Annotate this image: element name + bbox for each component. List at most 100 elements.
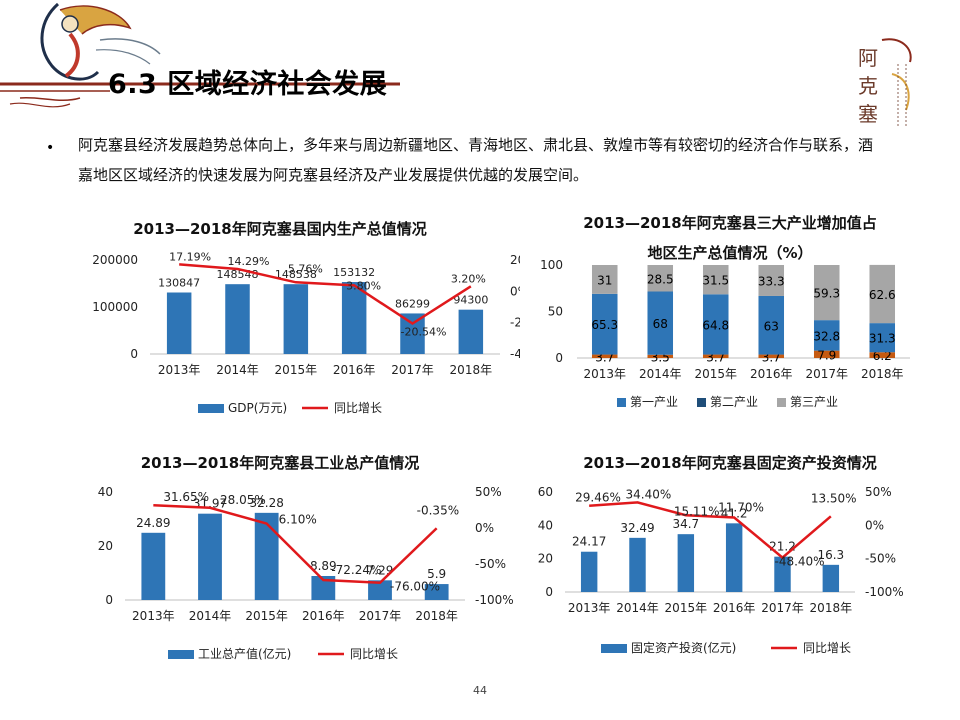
x-tick-label: 2018年: [861, 367, 904, 381]
chart-industrial-output-plot: 02040-100%-50%0%50%24.892013年31.972014年3…: [98, 485, 514, 661]
legend-label: 同比增长: [350, 647, 398, 661]
stacked-bar-segment: [813, 320, 840, 351]
line-data-label: -76.00%: [390, 580, 440, 594]
legend-label: 第一产业: [630, 395, 678, 409]
bar: [368, 580, 392, 600]
segment-data-label: 65.3: [591, 318, 618, 332]
stacked-bar-segment: [647, 265, 674, 292]
y-tick-label: 0: [545, 585, 553, 599]
bar-data-label: 8.89: [310, 559, 337, 573]
stacked-bar-segment: [758, 265, 785, 296]
y2-tick-label: -40%: [510, 347, 520, 361]
chart-fixed-investment-plot: 0 20 40 60 -100% -50% 0% 50% 24.17 2013年 32.49 2014…: [538, 485, 904, 655]
stacked-bar-segment: [813, 350, 840, 358]
logo-char: 塞: [858, 102, 878, 126]
y-tick-label: 20: [538, 552, 553, 566]
x-tick-label: 2017年: [805, 367, 848, 381]
x-tick-label: 2018年: [415, 609, 458, 623]
bar: [166, 292, 192, 354]
intro-paragraph: 阿克塞县经济发展趋势总体向上，多年来与周边新疆地区、青海地区、肃北县、敦煌市等有…: [78, 136, 874, 184]
stacked-bar-segment: [647, 354, 674, 358]
bar-data-label: 21.2: [769, 540, 796, 554]
line-data-label: -48.40%: [775, 555, 825, 569]
bar: [225, 284, 250, 354]
y-tick-label: 20: [98, 539, 113, 553]
bar: [774, 556, 791, 592]
bar: [141, 532, 166, 600]
y2-tick-label: 50%: [865, 485, 892, 499]
legend-bar-swatch: [168, 650, 194, 659]
bar: [424, 584, 449, 600]
y-tick-label: 40: [538, 518, 553, 532]
chart-title: 2013—2018年阿克塞县固定资产投资情况: [583, 454, 877, 472]
line-data-label: 3.20%: [451, 272, 486, 285]
chart-fixed-investment: 2013—2018年阿克塞县固定资产投资情况 0 20 40 60 -100% -50% 0…: [525, 450, 935, 675]
bar-data-label: 24.89: [136, 516, 170, 530]
x-tick-label: 2013年: [568, 601, 611, 615]
bullet-icon: •: [46, 140, 55, 156]
line-data-label: -72.24%: [331, 563, 381, 577]
bar-data-label: 148538: [275, 268, 317, 281]
legend-label: GDP(万元): [228, 401, 287, 415]
y-tick-label: 200000: [92, 253, 138, 267]
y-tick-label: 50: [548, 305, 563, 319]
line-data-label: -20.54%: [401, 326, 447, 339]
logo-ornament-icon: [881, 38, 912, 126]
legend-swatch: [697, 398, 706, 407]
stacked-bar-segment: [702, 294, 729, 355]
stacked-bar-segment: [591, 265, 618, 294]
stacked-bar-segment: [813, 265, 840, 321]
bar: [580, 551, 598, 592]
x-tick-label: 2016年: [713, 601, 756, 615]
y2-tick-label: -50%: [865, 552, 896, 566]
line-data-label: 34.40%: [626, 487, 672, 501]
bar: [458, 309, 484, 354]
y-tick-label: 60: [538, 485, 553, 499]
segment-data-label: 68: [653, 317, 668, 331]
line-data-label: 17.19%: [169, 250, 211, 263]
x-tick-label: 2014年: [216, 363, 259, 377]
x-tick-label: 2017年: [391, 363, 434, 377]
y-tick-label: 100000: [92, 300, 138, 314]
stacked-bar-segment: [758, 354, 785, 358]
y-tick-label: 40: [98, 485, 113, 499]
segment-data-label: 6.2: [873, 349, 892, 363]
bar-data-label: 24.17: [572, 535, 606, 549]
chart-industrial-output: 2013—2018年阿克塞县工业总产值情况 0 20 40 -100% -50% 0% 50…: [40, 450, 520, 675]
bar-data-label: 34.7: [672, 517, 699, 531]
x-tick-label: 2015年: [665, 601, 708, 615]
stacked-bar-segment: [702, 354, 729, 358]
y-tick-label: 100: [540, 258, 563, 272]
growth-line: [179, 263, 472, 326]
stacked-bar-segment: [702, 265, 729, 295]
x-tick-label: 2013年: [132, 609, 175, 623]
segment-data-label: 31.3: [869, 332, 896, 346]
x-tick-label: 2013年: [583, 367, 626, 381]
line-data-label: 15.11%: [674, 504, 720, 518]
bar: [629, 537, 646, 592]
x-tick-label: 2014年: [189, 609, 232, 623]
y-tick-label: 0: [130, 347, 138, 361]
decorative-header-ornament: [0, 2, 400, 108]
bar-data-label: 16.3: [817, 548, 844, 562]
legend-swatch: [617, 398, 626, 407]
y2-tick-label: -100%: [475, 593, 514, 607]
bar-data-label: 32.28: [249, 496, 283, 510]
x-tick-label: 2018年: [810, 601, 853, 615]
segment-data-label: 63: [764, 319, 779, 333]
stacked-bar-segment: [591, 293, 618, 355]
legend-label: 第二产业: [710, 395, 758, 409]
x-tick-label: 2014年: [616, 601, 659, 615]
stacked-bar-segment: [758, 295, 785, 355]
chart-industry-share-plot: 0501003.765.3312013年3.56828.52014年3.764.…: [540, 258, 910, 409]
logo-char: 克: [858, 74, 878, 98]
y2-tick-label: 20%: [510, 253, 520, 267]
bar: [341, 282, 367, 354]
legend-bar-swatch: [198, 404, 224, 413]
chart-title-line-1: 2013—2018年阿克塞县三大产业增加值占: [583, 214, 877, 232]
x-tick-label: 2016年: [302, 609, 345, 623]
line-data-label: 13.50%: [811, 491, 857, 505]
chart-gdp-plot: 0 100000 200000 -40% -20% 0% 20% 130847 2013年 148…: [92, 250, 541, 415]
y2-tick-label: 0%: [510, 284, 520, 298]
logo: 阿 克 塞: [852, 34, 922, 130]
